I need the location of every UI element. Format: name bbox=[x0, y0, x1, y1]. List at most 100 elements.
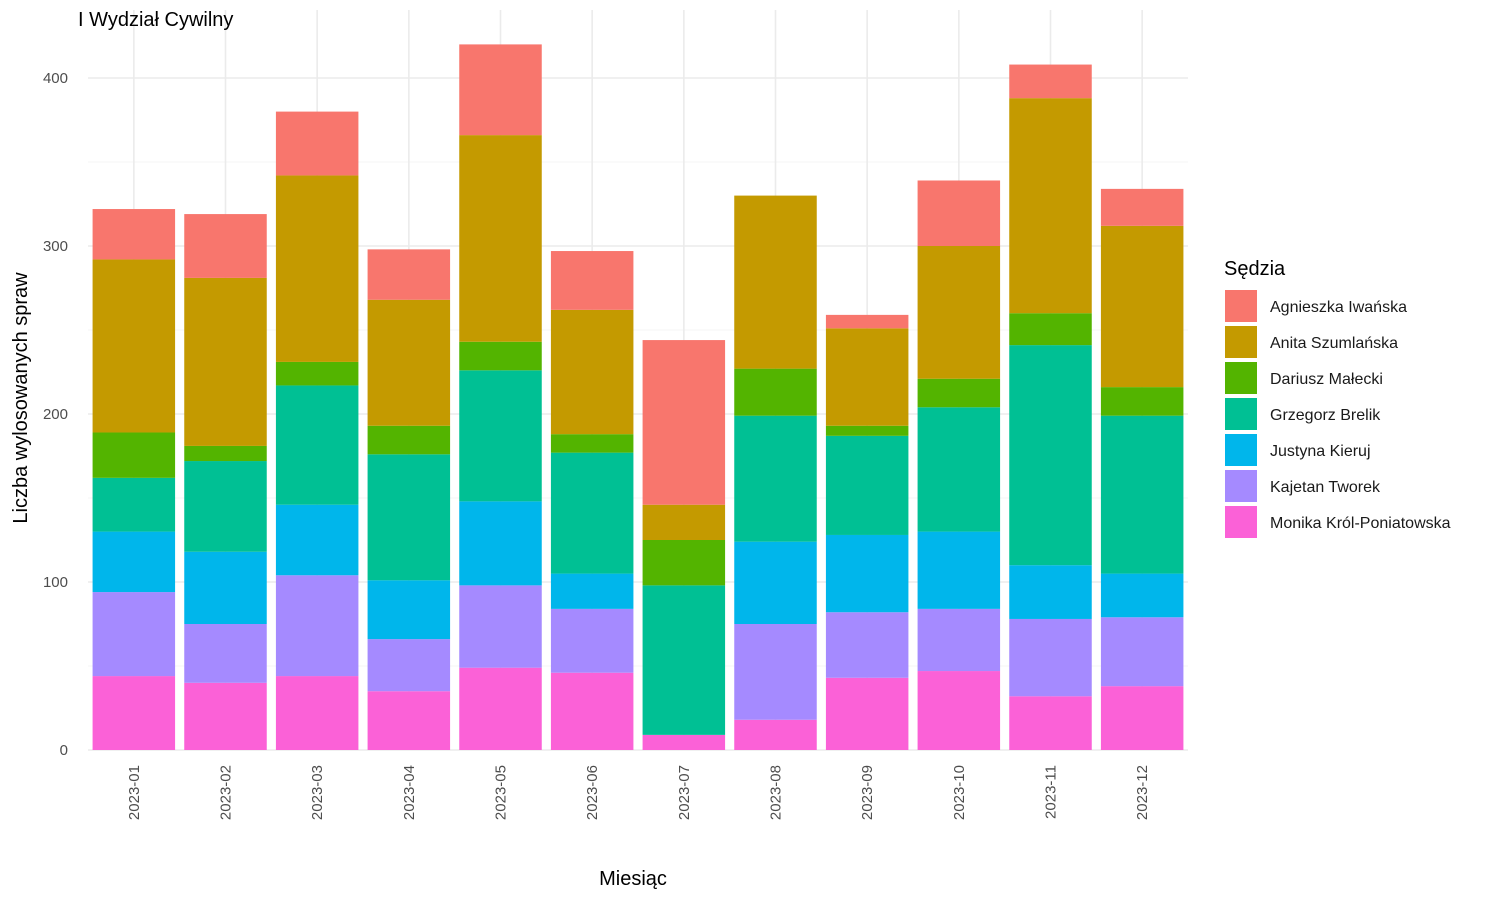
bars: Monika Król-Poniatowska 2023-01: 44Kajet… bbox=[92, 44, 1184, 750]
y-tick-label: 400 bbox=[43, 70, 68, 87]
legend-swatch bbox=[1225, 470, 1257, 502]
bar-segment: Dariusz Małecki 2023-11: 19 bbox=[1009, 313, 1092, 346]
legend-item: Monika Król-Poniatowska bbox=[1225, 506, 1451, 538]
bar-segment: Agnieszka Iwańska 2023-11: 20 bbox=[1009, 64, 1092, 99]
bar-segment: Monika Król-Poniatowska 2023-06: 46 bbox=[550, 672, 634, 750]
legend-item: Justyna Kieruj bbox=[1225, 434, 1371, 466]
x-tick-label: 2023-05 bbox=[493, 765, 510, 820]
bar-segment: Kajetan Tworek 2023-03: 60 bbox=[275, 575, 359, 677]
bar-segment: Kajetan Tworek 2023-05: 49 bbox=[459, 585, 542, 668]
bar-segment: Agnieszka Iwańska 2023-10: 39 bbox=[917, 180, 1001, 246]
y-tick-label: 100 bbox=[43, 574, 68, 591]
y-tick-label: 0 bbox=[60, 742, 68, 759]
legend-swatch bbox=[1225, 434, 1257, 466]
bar-segment: Anita Szumlańska 2023-04: 75 bbox=[367, 299, 451, 426]
bar-segment: Agnieszka Iwańska 2023-05: 54 bbox=[459, 44, 542, 136]
bar-segment: Monika Król-Poniatowska 2023-04: 35 bbox=[367, 691, 451, 750]
bar-segment: Grzegorz Brelik 2023-08: 75 bbox=[734, 415, 817, 542]
bar-segment: Grzegorz Brelik 2023-11: 131 bbox=[1009, 345, 1092, 566]
legend-swatch bbox=[1225, 362, 1257, 394]
bar-segment: Justyna Kieruj 2023-11: 32 bbox=[1009, 565, 1092, 619]
bar-segment: Monika Król-Poniatowska 2023-03: 44 bbox=[275, 676, 359, 750]
bar-segment: Dariusz Małecki 2023-07: 27 bbox=[642, 540, 726, 586]
bar-segment: Dariusz Małecki 2023-04: 17 bbox=[367, 425, 451, 455]
bar-segment: Anita Szumlańska 2023-01: 103 bbox=[92, 259, 176, 433]
bar-segment: Monika Król-Poniatowska 2023-12: 38 bbox=[1100, 686, 1184, 750]
bar-segment: Grzegorz Brelik 2023-10: 74 bbox=[917, 407, 1001, 532]
bar-segment: Justyna Kieruj 2023-10: 46 bbox=[917, 531, 1001, 609]
x-tick-label: 2023-06 bbox=[584, 765, 601, 820]
legend-item: Kajetan Tworek bbox=[1225, 470, 1381, 502]
bar-segment: Anita Szumlańska 2023-08: 103 bbox=[734, 195, 817, 369]
legend-label: Dariusz Małecki bbox=[1270, 371, 1383, 388]
bar-segment: Grzegorz Brelik 2023-03: 71 bbox=[275, 385, 359, 505]
legend-swatch bbox=[1225, 326, 1257, 358]
legend: Sędzia Agnieszka Iwańska Anita Szumlańska… bbox=[1224, 258, 1451, 538]
chart-title: I Wydział Cywilny bbox=[78, 9, 233, 31]
bar-segment: Justyna Kieruj 2023-09: 46 bbox=[825, 534, 909, 613]
bar-segment: Kajetan Tworek 2023-04: 31 bbox=[367, 639, 451, 692]
y-axis-ticks: 0 100 200 300 400 bbox=[43, 70, 68, 759]
bar-segment: Dariusz Małecki 2023-01: 27 bbox=[92, 432, 176, 478]
legend-swatch bbox=[1225, 398, 1257, 430]
bar-segment: Monika Król-Poniatowska 2023-01: 44 bbox=[92, 676, 176, 750]
bar-segment: Dariusz Małecki 2023-09: 6 bbox=[825, 425, 909, 436]
bar-segment: Grzegorz Brelik 2023-06: 72 bbox=[550, 452, 634, 574]
legend-item: Dariusz Małecki bbox=[1225, 362, 1383, 394]
x-tick-label: 2023-03 bbox=[309, 765, 326, 820]
bar-segment: Monika Król-Poniatowska 2023-10: 47 bbox=[917, 671, 1001, 750]
x-axis-title: Miesiąc bbox=[599, 868, 667, 890]
x-tick-label: 2023-09 bbox=[859, 765, 876, 820]
bar-segment: Justyna Kieruj 2023-08: 49 bbox=[734, 541, 817, 624]
bar-segment: Justyna Kieruj 2023-05: 50 bbox=[459, 501, 542, 586]
bar-segment: Kajetan Tworek 2023-12: 41 bbox=[1100, 617, 1184, 687]
bar-segment: Justyna Kieruj 2023-01: 36 bbox=[92, 531, 176, 593]
bar-segment: Grzegorz Brelik 2023-07: 89 bbox=[642, 585, 726, 735]
bar-segment: Justyna Kieruj 2023-06: 21 bbox=[550, 573, 634, 609]
bar-segment: Grzegorz Brelik 2023-04: 75 bbox=[367, 454, 451, 581]
y-tick-label: 200 bbox=[43, 406, 68, 423]
bar-segment: Agnieszka Iwańska 2023-06: 35 bbox=[550, 251, 634, 310]
bar-segment: Agnieszka Iwańska 2023-01: 30 bbox=[92, 209, 176, 260]
bar-segment: Grzegorz Brelik 2023-09: 59 bbox=[825, 435, 909, 535]
bar-segment: Anita Szumlańska 2023-06: 74 bbox=[550, 309, 634, 435]
x-axis-ticks: 2023-01 2023-02 2023-03 2023-04 2023-05 2023-… bbox=[126, 765, 1151, 820]
bar-segment: Anita Szumlańska 2023-11: 128 bbox=[1009, 98, 1092, 314]
bar-segment: Grzegorz Brelik 2023-05: 78 bbox=[459, 370, 542, 502]
x-tick-label: 2023-12 bbox=[1134, 765, 1151, 820]
legend-label: Grzegorz Brelik bbox=[1270, 407, 1381, 424]
bar-segment: Agnieszka Iwańska 2023-09: 8 bbox=[825, 314, 909, 329]
bar-segment: Kajetan Tworek 2023-09: 39 bbox=[825, 612, 909, 678]
legend-label: Agnieszka Iwańska bbox=[1270, 299, 1407, 316]
bar-segment: Anita Szumlańska 2023-03: 111 bbox=[275, 175, 359, 362]
legend-title: Sędzia bbox=[1224, 258, 1286, 280]
bar-segment: Anita Szumlańska 2023-07: 21 bbox=[642, 504, 726, 540]
bar-segment: Kajetan Tworek 2023-10: 37 bbox=[917, 608, 1001, 672]
bar-segment: Dariusz Małecki 2023-08: 28 bbox=[734, 368, 817, 416]
bar-segment: Agnieszka Iwańska 2023-04: 30 bbox=[367, 249, 451, 300]
bar-segment: Kajetan Tworek 2023-06: 38 bbox=[550, 608, 634, 673]
bar-segment: Anita Szumlańska 2023-09: 58 bbox=[825, 328, 909, 426]
bar-segment: Grzegorz Brelik 2023-01: 32 bbox=[92, 477, 176, 532]
legend-item: Agnieszka Iwańska bbox=[1225, 290, 1407, 322]
bar-segment: Kajetan Tworek 2023-01: 50 bbox=[92, 592, 176, 677]
bar-segment: Dariusz Małecki 2023-05: 17 bbox=[459, 341, 542, 371]
legend-item: Grzegorz Brelik bbox=[1225, 398, 1381, 430]
bar-segment: Monika Król-Poniatowska 2023-05: 49 bbox=[459, 667, 542, 750]
bar-segment: Dariusz Małecki 2023-03: 14 bbox=[275, 361, 359, 386]
legend-swatch bbox=[1225, 506, 1257, 538]
bar-segment: Dariusz Małecki 2023-10: 17 bbox=[917, 378, 1001, 408]
x-tick-label: 2023-02 bbox=[218, 765, 235, 820]
x-tick-label: 2023-01 bbox=[126, 765, 143, 820]
bar-segment: Grzegorz Brelik 2023-02: 54 bbox=[184, 461, 267, 552]
legend-item: Anita Szumlańska bbox=[1225, 326, 1398, 358]
x-tick-label: 2023-04 bbox=[401, 765, 418, 820]
bar-segment: Monika Król-Poniatowska 2023-07: 9 bbox=[642, 734, 726, 750]
bar-segment: Agnieszka Iwańska 2023-03: 38 bbox=[275, 111, 359, 176]
bar-segment: Monika Król-Poniatowska 2023-02: 40 bbox=[184, 682, 267, 750]
legend-label: Justyna Kieruj bbox=[1270, 443, 1371, 460]
bar-segment: Agnieszka Iwańska 2023-12: 22 bbox=[1100, 188, 1184, 226]
bar-segment: Dariusz Małecki 2023-06: 11 bbox=[550, 434, 634, 453]
bar-segment: Anita Szumlańska 2023-05: 123 bbox=[459, 135, 542, 342]
